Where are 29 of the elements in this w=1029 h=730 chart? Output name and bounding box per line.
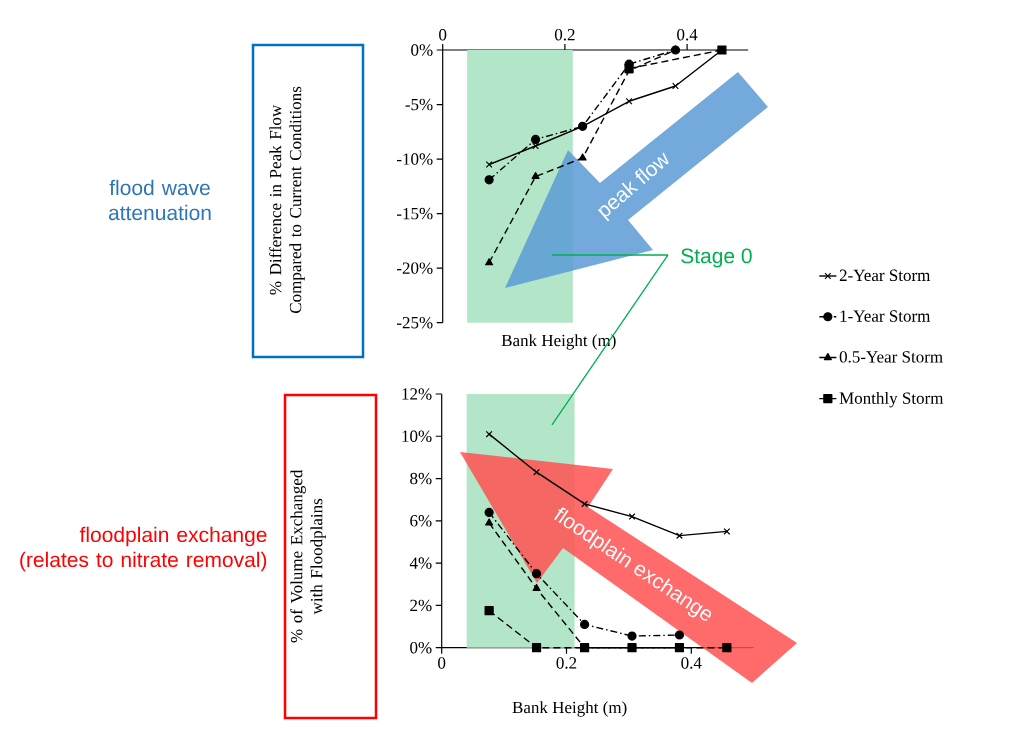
y-tick-label: 10% [402,430,432,443]
legend-label: 2-Year Storm [839,269,931,282]
text: flood wave attenuation [108,179,211,221]
y-axis-title: % of Volume Exchanged with Floodplains [290,469,326,643]
y-tick-label: 6% [410,515,432,527]
y-tick-label: 0% [411,44,433,56]
y-tick-label: 2% [410,599,432,612]
band-label: Stage 0 [681,248,752,268]
legend-label: 0.5-Year Storm [839,351,943,363]
x-tick-label: 0 [438,657,446,669]
y-tick-label: 0% [410,641,432,654]
legend-label: Monthly Storm [839,391,944,408]
y-tick-label: 12% [402,388,432,400]
legend-label: 1-Year Storm [840,310,931,322]
x-tick-label: 0.2 [556,657,577,669]
x-tick-label: 0.2 [554,28,575,41]
x-tick-label: 0.4 [677,28,698,41]
y-tick-label: -5% [405,98,433,111]
x-tick-label: 0 [439,28,447,41]
y-tick-label: 4% [409,557,432,569]
y-tick-label: -20% [396,262,433,274]
text: floodplain exchange (relates to nitrate removal) [20,526,267,572]
y-tick-label: 8% [410,472,432,485]
y-tick-label: -25% [396,316,433,329]
x-axis-title: Bank Height (m) [512,701,627,717]
y-tick-label: -10% [396,153,433,165]
y-axis-title: % Difference in Peak Flow Compared to Current Conditions [269,86,305,314]
x-tick-label: 0.4 [681,657,702,669]
y-tick-label: -15% [396,207,433,220]
